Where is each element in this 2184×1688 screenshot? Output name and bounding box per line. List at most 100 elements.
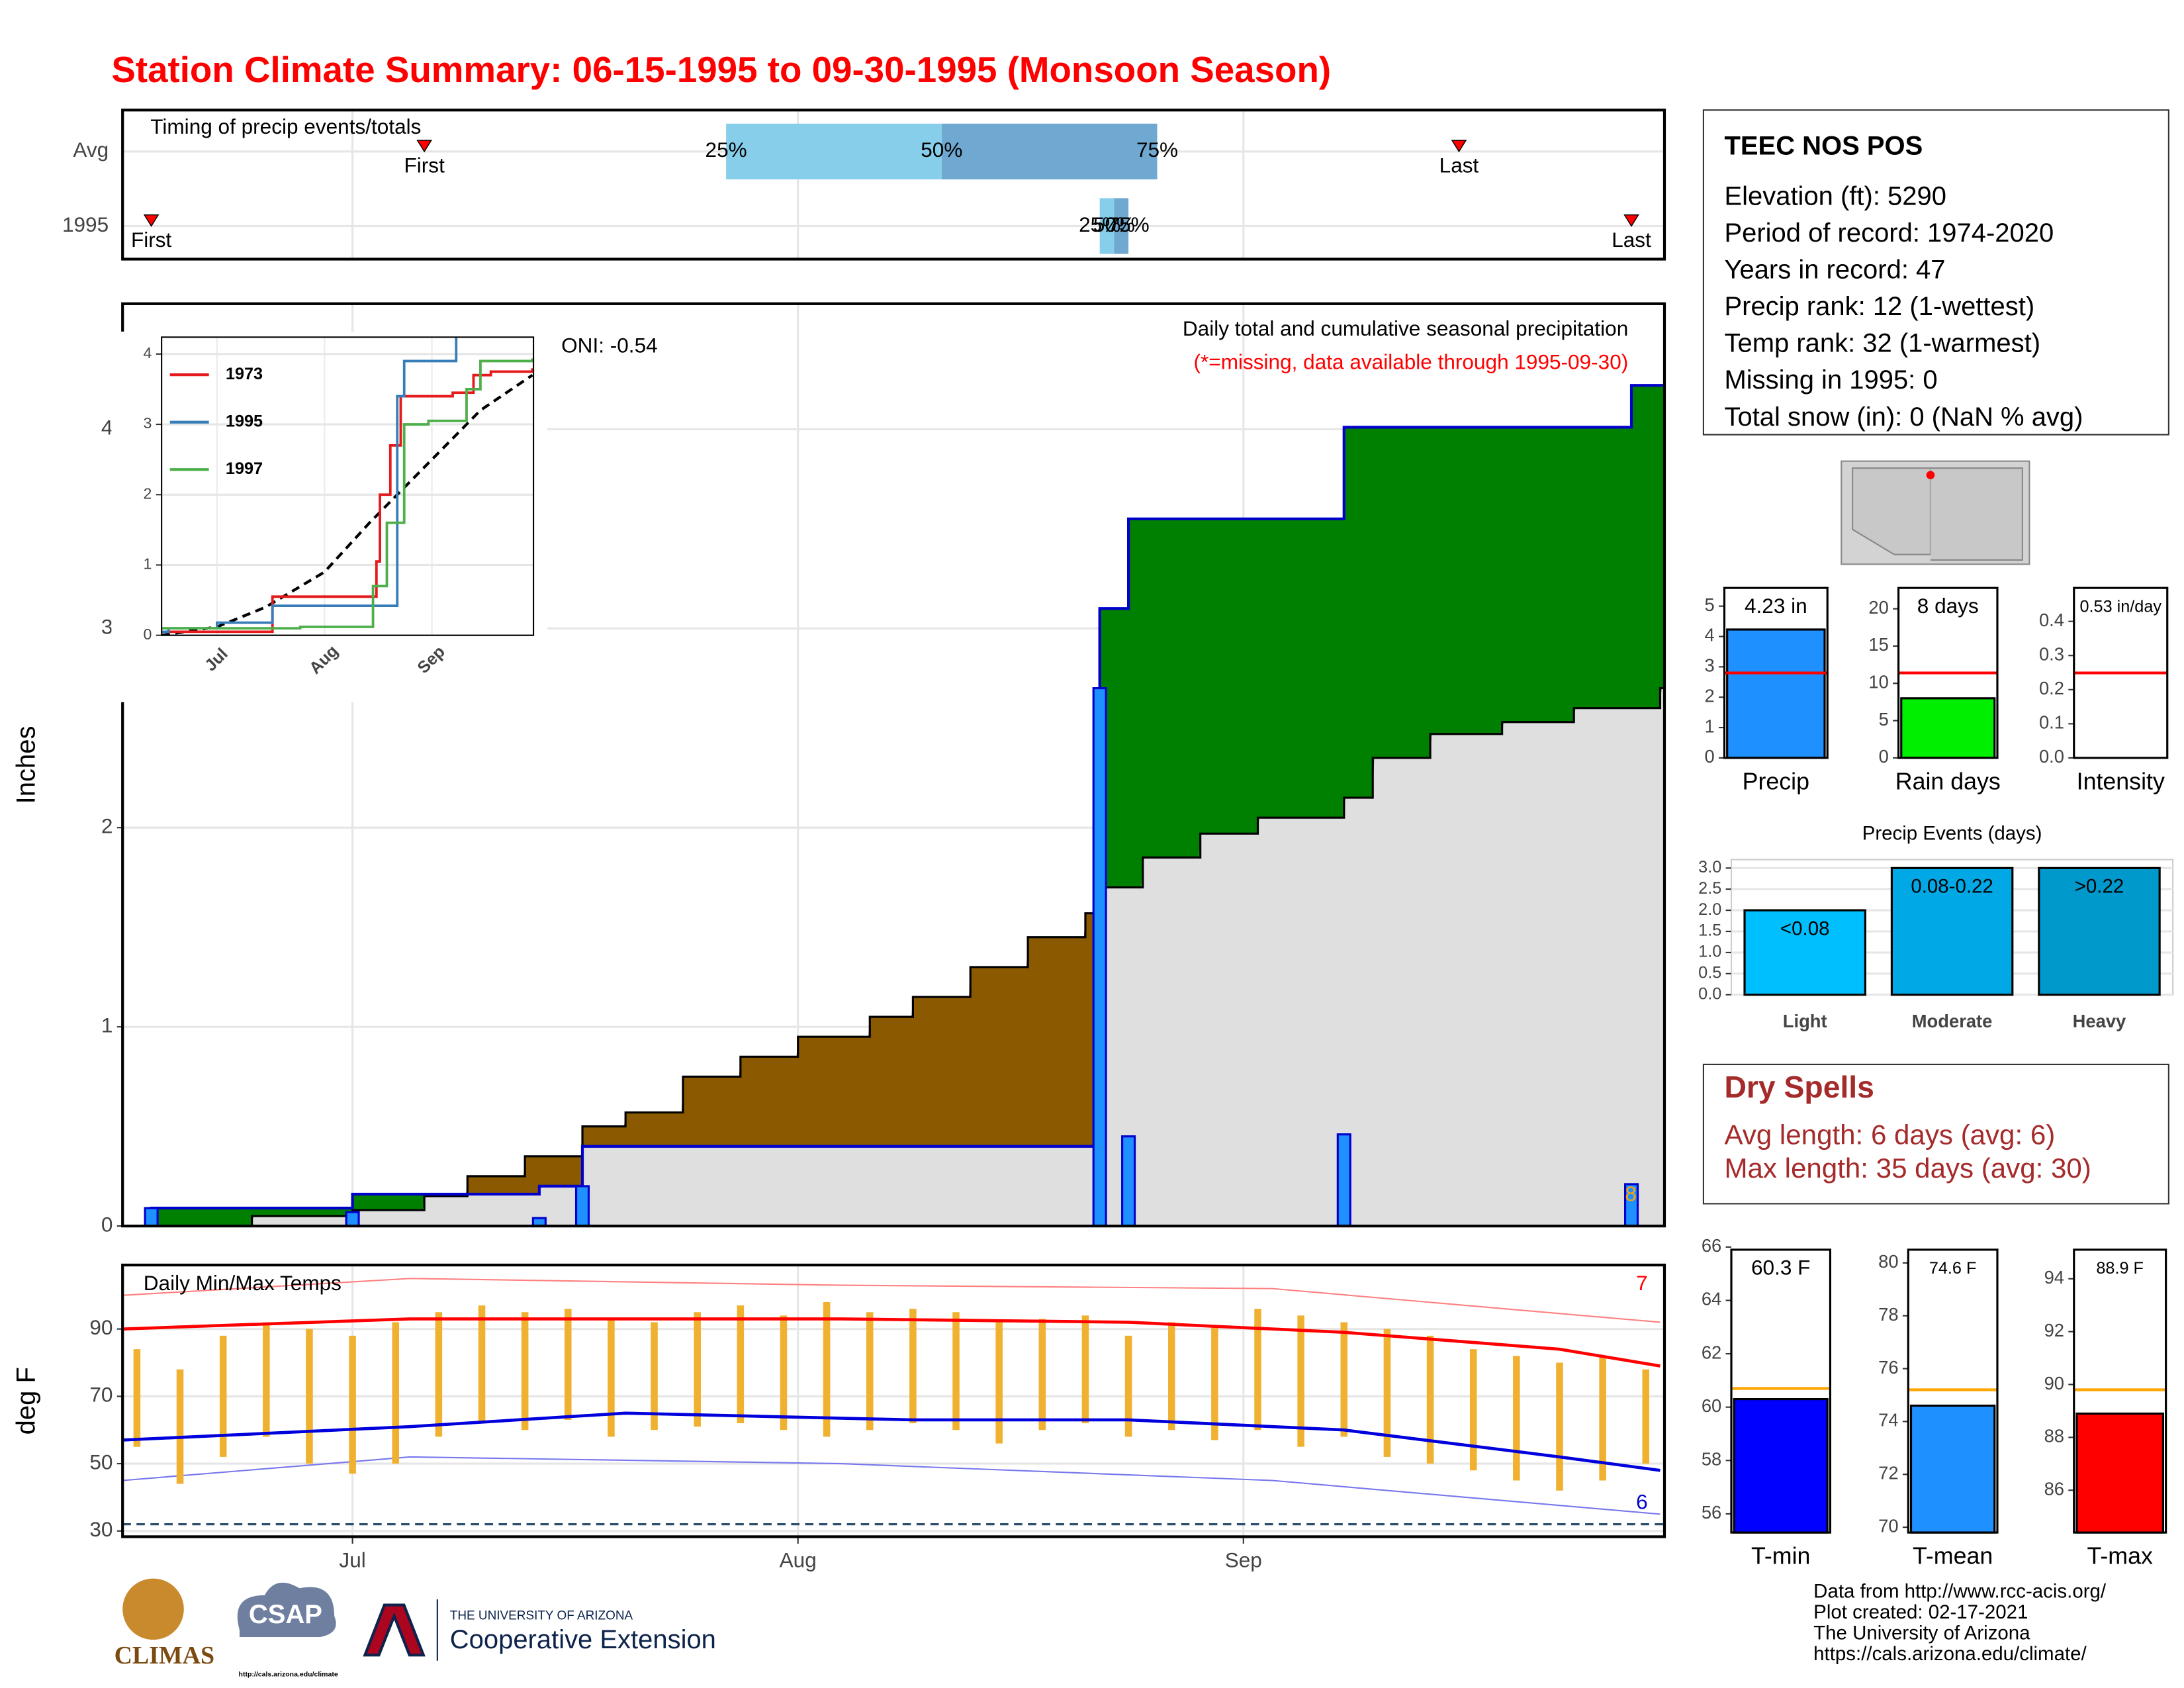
y-tick-label: 88 [2044,1426,2064,1446]
y-tick-label: 0 [101,1212,113,1236]
event-bar [2038,867,2161,996]
gauge-label: Intensity [2077,768,2165,794]
legend-label: 1973 [226,365,263,383]
y-tick-label: 62 [1702,1342,1721,1362]
daily-temp-bar [866,1312,874,1430]
threshold-label: >0.22 [2075,876,2124,898]
daily-temp-bar [1383,1329,1391,1457]
daily-temp-bar [1469,1349,1477,1471]
y-tick-label: 94 [2044,1267,2064,1288]
last-label: Last [1439,153,1479,177]
y-tick-label: 1 [144,555,152,573]
station-name: TEEC NOS POS [1724,132,1923,161]
dry-spell-line: Avg length: 6 days (avg: 6) [1724,1119,2055,1150]
y-axis-label: deg F [12,1367,41,1434]
y-tick-label: 3 [101,615,113,639]
plot-frame [1897,586,1999,759]
legend-label: 1997 [226,459,263,478]
state-map [1841,460,2030,565]
y-tick-label: 2 [144,485,152,502]
gauge-value-label: 60.3 F [1751,1256,1810,1280]
daily-precip-bar [1121,1135,1136,1227]
annotation: 6 [1636,1489,1648,1513]
y-tick-label: 4 [101,416,113,440]
x-tick-label: Light [1783,1011,1827,1031]
gauge-value-label: 4.23 in [1745,594,1807,618]
station-line: Missing in 1995: 0 [1724,365,1937,395]
quartile-label: 25% [1079,212,1120,236]
base-area [122,688,1664,1227]
y-tick-label: 0 [144,626,152,643]
x-tick-label: Sep [1225,1548,1262,1572]
csap-cloud [237,1582,336,1637]
dry-spell-line: Max length: 35 days (avg: 30) [1724,1152,2091,1184]
avg-min-line [122,1411,1661,1472]
daily-temp-bar [780,1315,788,1430]
plot-frame [121,1263,1666,1538]
y-tick-label: 74 [1878,1410,1898,1430]
station-dot [1926,471,1935,480]
gauge-label: Rain days [1895,768,2001,794]
x-tick-label: Jul [339,1548,365,1572]
daily-temp-bar [694,1312,701,1427]
threshold-label: <0.08 [1780,917,1830,939]
y-tick-label: 0.0 [2039,746,2064,767]
ua-text: THE UNIVERSITY OF ARIZONA [450,1609,633,1622]
daily-temp-bar [133,1349,141,1447]
daily-temp-bar [521,1312,529,1430]
daily-precip-bar [1336,1133,1351,1227]
x-tick-label: Moderate [1912,1011,1993,1031]
daily-precip-bar [345,1211,360,1227]
dry-spells-title: Dry Spells [1724,1070,1874,1104]
y-tick-label: 0 [1705,746,1715,767]
daily-temp-bar [1211,1325,1218,1440]
y-tick-label: 90 [89,1315,113,1339]
y-tick-label: 4 [144,344,152,361]
y-tick-label: 1.5 [1698,921,1721,940]
y-tick-label: 72 [1878,1463,1898,1483]
gauge-bar [2075,1412,2165,1534]
annotation: 7 [1636,1271,1648,1295]
daily-temp-bar [306,1329,313,1464]
gauge-label: T-min [1751,1542,1810,1569]
record-high-line [122,1278,1661,1323]
temp-marks [122,1278,1664,1526]
gauge-bar [1909,1404,1996,1534]
daily-temp-bar [1124,1335,1132,1437]
quartile-label: 75% [1136,138,1178,162]
y-tick-label: 66 [1702,1235,1721,1256]
plot-frame [161,336,535,636]
series-line [161,368,534,633]
gauge-value-label: 74.6 F [1929,1259,1977,1278]
daily-temp-bar [995,1322,1003,1444]
y-tick-label: 76 [1878,1357,1898,1378]
y-tick-label: 58 [1702,1449,1721,1470]
station-line: Precip rank: 12 (1-wettest) [1724,292,2034,321]
first-label: First [404,153,445,177]
dry-spells-box [1702,1063,2169,1205]
y-tick-label: 56 [1702,1502,1721,1523]
event-bar [1743,909,1866,996]
y-tick-label: 92 [2044,1320,2064,1340]
gauge-value-label: 8 days [1917,594,1979,618]
y-tick-label: 2 [1705,685,1715,706]
y-tick-label: 64 [1702,1289,1721,1309]
y-tick-label: 4 [1705,625,1715,645]
y-tick-label: 0.2 [2039,678,2064,698]
ua-logo [363,1603,426,1657]
y-tick-label: 90 [2044,1373,2064,1393]
daily-temp-bar [176,1369,184,1484]
station-line: Elevation (ft): 5290 [1724,181,1946,211]
credit-line: Data from http://www.rcc-acis.org/ [1813,1580,2107,1602]
x-tick-label: Aug [780,1548,817,1572]
x-tick-label: Heavy [2073,1011,2126,1031]
y-tick-label: 78 [1878,1304,1898,1325]
last-marker [1623,214,1639,227]
daily-temp-bar [651,1322,658,1430]
y-tick-label: 60 [1702,1395,1721,1416]
page-title: Station Climate Summary: 06-15-1995 to 0… [111,49,1331,90]
station-line: Years in record: 47 [1724,256,1945,285]
threshold-label: 0.08-0.22 [1911,876,1993,898]
quartile-bar-high [1114,198,1129,254]
